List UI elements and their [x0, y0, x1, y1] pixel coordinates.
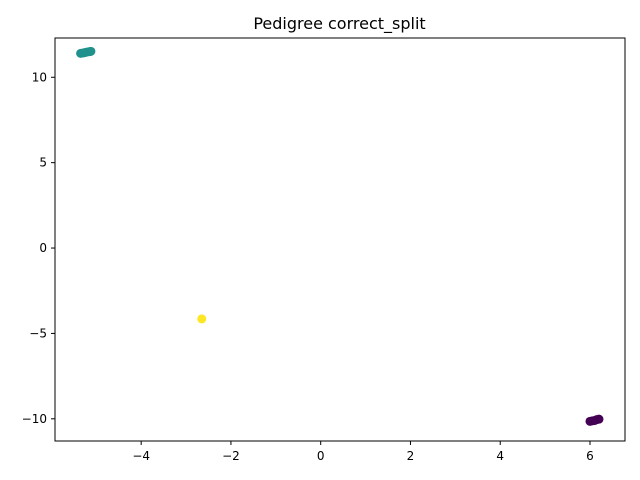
- x-tick-label: −2: [222, 449, 240, 463]
- y-tick-label: 0: [39, 241, 47, 255]
- scatter-point: [594, 414, 604, 424]
- points-layer: [76, 46, 604, 426]
- y-tick-label: −10: [22, 412, 47, 426]
- y-tick-label: 5: [39, 156, 47, 170]
- chart-title: Pedigree correct_split: [253, 14, 425, 34]
- scatter-point: [86, 46, 96, 56]
- x-tick-label: −4: [132, 449, 150, 463]
- x-axis: −4 −2 0 2 4 6: [132, 441, 594, 463]
- x-tick-label: 4: [496, 449, 504, 463]
- x-tick-label: 6: [586, 449, 594, 463]
- y-tick-label: 10: [32, 70, 47, 84]
- scatter-point: [197, 314, 207, 324]
- y-tick-label: −5: [29, 326, 47, 340]
- x-tick-label: 2: [407, 449, 415, 463]
- x-tick-label: 0: [317, 449, 325, 463]
- y-axis: −10 −5 0 5 10: [22, 70, 55, 426]
- plot-frame: [54, 37, 626, 442]
